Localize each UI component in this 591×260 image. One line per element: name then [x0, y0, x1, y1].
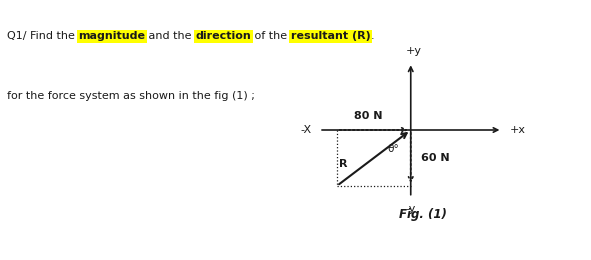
- Text: +x: +x: [509, 125, 525, 135]
- Text: R: R: [339, 159, 347, 169]
- Text: Q1/ Find the: Q1/ Find the: [7, 31, 79, 41]
- Text: resultant (R): resultant (R): [291, 31, 371, 41]
- Text: 80 N: 80 N: [353, 111, 382, 121]
- Text: of the: of the: [251, 31, 291, 41]
- Text: .: .: [371, 31, 374, 41]
- Text: and the: and the: [145, 31, 196, 41]
- Text: magnitude: magnitude: [79, 31, 145, 41]
- Text: 60 N: 60 N: [421, 153, 450, 163]
- Text: -y: -y: [405, 204, 416, 214]
- Text: direction: direction: [196, 31, 251, 41]
- Text: for the force system as shown in the fig (1) ;: for the force system as shown in the fig…: [7, 91, 255, 101]
- Text: +y: +y: [405, 46, 422, 56]
- Text: Fig. (1): Fig. (1): [398, 208, 447, 221]
- Text: θ°: θ°: [387, 144, 399, 154]
- Text: -X: -X: [301, 125, 312, 135]
